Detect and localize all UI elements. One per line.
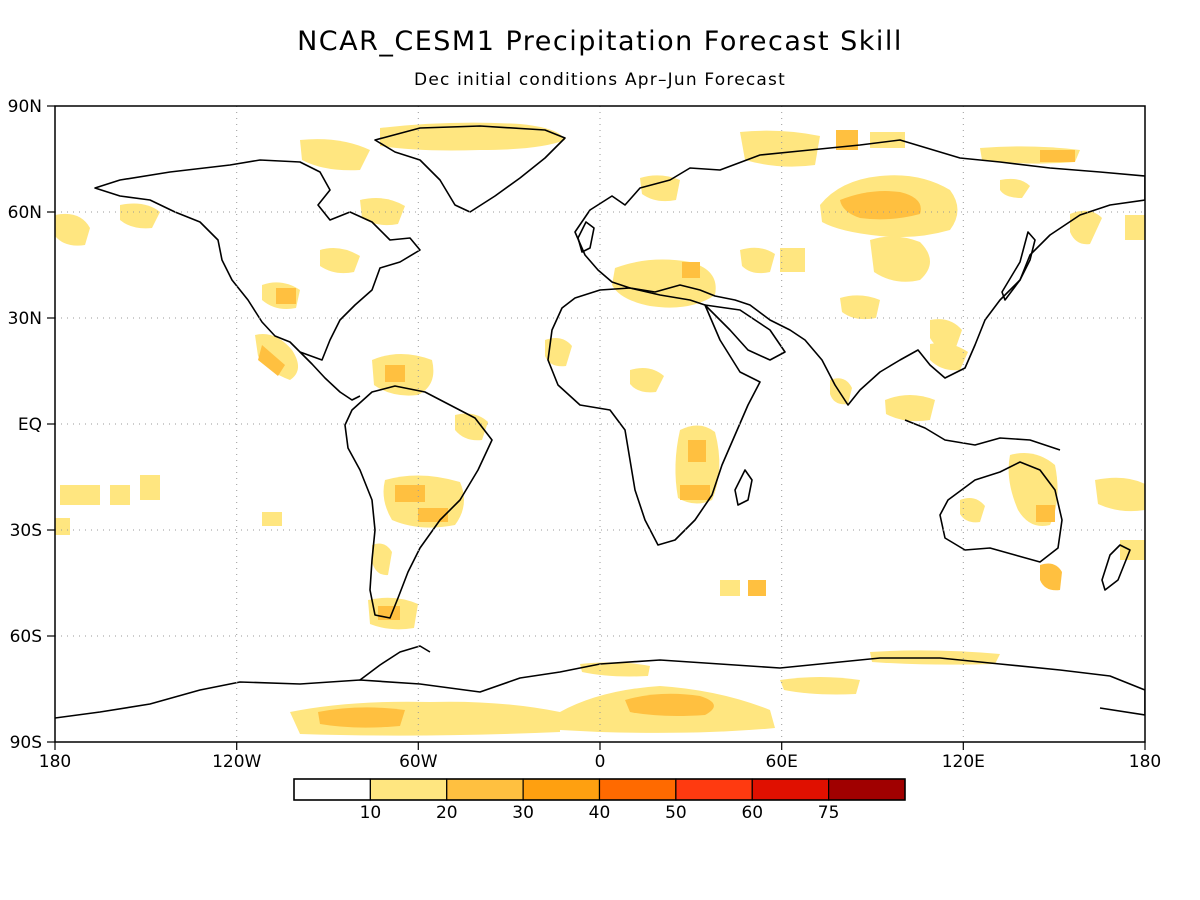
lat-tick-label: 60N bbox=[8, 203, 42, 223]
colorbar-label: 50 bbox=[665, 803, 687, 823]
coastline-central-america bbox=[299, 351, 361, 401]
lat-tick-label: 30N bbox=[8, 309, 42, 329]
lon-tick-label: 60E bbox=[766, 752, 798, 772]
map-subtitle: Dec initial conditions Apr–Jun Forecast bbox=[414, 70, 786, 90]
colorbar-swatch bbox=[828, 778, 906, 801]
colorbar: 10 20 30 40 50 60 75 bbox=[293, 778, 906, 823]
lon-tick-label: 0 bbox=[595, 752, 606, 772]
lat-tick-label: 60S bbox=[10, 627, 42, 647]
lat-tick-label: EQ bbox=[18, 415, 42, 435]
colorbar-label: 60 bbox=[741, 803, 763, 823]
lat-tick-label: 30S bbox=[10, 521, 42, 541]
colorbar-swatch bbox=[293, 778, 371, 801]
coastline-antarctica bbox=[55, 657, 1145, 719]
lon-tick-label: 180 bbox=[1129, 752, 1161, 772]
skill-region-east-africa bbox=[675, 425, 720, 504]
colorbar-swatch bbox=[369, 778, 448, 801]
longitude-labels: 180 120W 60W 0 60E 120E 180 bbox=[39, 752, 1161, 772]
lon-tick-label: 180 bbox=[39, 752, 71, 772]
gridlines bbox=[55, 106, 1145, 742]
map-title: NCAR_CESM1 Precipitation Forecast Skill bbox=[297, 26, 903, 57]
colorbar-label: 20 bbox=[436, 803, 458, 823]
colorbar-label: 10 bbox=[360, 803, 382, 823]
coastline-australia bbox=[939, 461, 1063, 563]
skill-region-antarctica-east-core bbox=[625, 693, 714, 716]
colorbar-labels: 10 20 30 40 50 60 75 bbox=[360, 803, 840, 823]
coastline-north-america bbox=[94, 159, 421, 361]
lon-tick-label: 120W bbox=[212, 752, 261, 772]
colorbar-swatch bbox=[751, 778, 830, 801]
axis-ticks bbox=[47, 105, 1146, 750]
skill-region-antarctica-west-core bbox=[318, 707, 405, 728]
coastline-greenland bbox=[374, 125, 566, 213]
colorbar-label: 30 bbox=[512, 803, 534, 823]
colorbar-frame bbox=[293, 778, 906, 801]
coastline-new-zealand bbox=[1101, 544, 1131, 591]
colorbar-swatch bbox=[522, 778, 601, 801]
coastline-japan bbox=[1001, 231, 1036, 301]
lon-tick-label: 120E bbox=[942, 752, 985, 772]
skill-shading bbox=[55, 122, 1145, 736]
colorbar-label: 40 bbox=[589, 803, 611, 823]
lat-tick-label: 90N bbox=[8, 97, 42, 117]
coastline-africa bbox=[547, 287, 761, 546]
latitude-labels: 90N 60N 30N EQ 30S 60S 90S bbox=[8, 97, 42, 753]
coastline-south-america bbox=[344, 385, 493, 619]
colorbar-label: 75 bbox=[818, 803, 840, 823]
colorbar-swatch bbox=[675, 778, 753, 801]
coastline-arabia bbox=[704, 304, 786, 361]
colorbar-swatch bbox=[598, 778, 677, 801]
lon-tick-label: 60W bbox=[399, 752, 438, 772]
colorbar-swatch bbox=[446, 778, 524, 801]
lat-tick-label: 90S bbox=[10, 733, 42, 753]
skill-region-mediterranean bbox=[612, 259, 716, 308]
coastline-eurasia bbox=[574, 139, 1145, 406]
coastlines bbox=[55, 125, 1145, 719]
coastline-antarctica-peninsula bbox=[359, 645, 431, 681]
coastline-uk bbox=[577, 221, 595, 253]
skill-region-canadian-arctic bbox=[380, 122, 565, 151]
coastline-indonesia bbox=[904, 419, 1061, 451]
coastline-madagascar bbox=[734, 469, 753, 506]
